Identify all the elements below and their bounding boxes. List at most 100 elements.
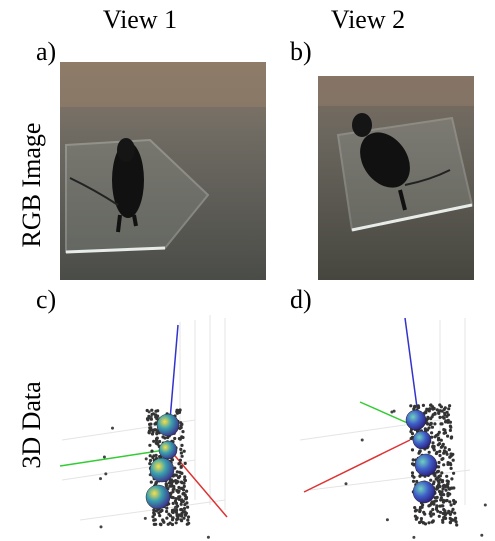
point [186, 519, 189, 522]
point [452, 472, 455, 475]
point [148, 410, 151, 413]
point [450, 503, 453, 506]
point [180, 423, 183, 426]
point [184, 462, 187, 465]
rgb-image [60, 62, 266, 280]
point [452, 499, 455, 502]
point [440, 471, 443, 474]
point [149, 459, 152, 462]
point [433, 435, 436, 438]
point [185, 490, 188, 493]
point [111, 427, 114, 430]
point [440, 458, 443, 461]
point [442, 443, 445, 446]
point [170, 481, 173, 484]
point [449, 425, 452, 428]
point [170, 496, 173, 499]
point [156, 409, 159, 412]
point [435, 488, 438, 491]
point [156, 415, 159, 418]
point [180, 444, 183, 447]
point [187, 515, 190, 518]
point [439, 474, 442, 477]
point [444, 406, 447, 409]
point [152, 454, 155, 457]
point [441, 487, 444, 490]
point [409, 430, 412, 433]
point [424, 411, 427, 414]
point [419, 509, 422, 512]
point [179, 448, 182, 451]
point [184, 493, 187, 496]
point [414, 515, 417, 518]
point [150, 450, 153, 453]
point [412, 458, 415, 461]
point [440, 496, 443, 499]
point [165, 482, 168, 485]
point [177, 497, 180, 500]
point [450, 477, 453, 480]
point [412, 536, 415, 539]
point [446, 479, 449, 482]
point [484, 504, 487, 507]
point [169, 514, 172, 517]
point [441, 504, 444, 507]
point [163, 436, 166, 439]
point [438, 490, 441, 493]
point [150, 481, 153, 484]
point [180, 451, 183, 454]
point [171, 523, 174, 526]
sphere [413, 481, 435, 503]
point [449, 521, 452, 524]
point [420, 517, 423, 520]
point [431, 408, 434, 411]
point [450, 487, 453, 490]
point [148, 426, 151, 429]
point [452, 459, 455, 462]
point [431, 500, 434, 503]
point-cloud-plot [60, 315, 227, 539]
point [152, 440, 155, 443]
point [442, 501, 445, 504]
point [181, 430, 184, 433]
point [149, 423, 152, 426]
point [448, 404, 451, 407]
point [177, 491, 180, 494]
row-title: RGB Image [17, 123, 46, 248]
point [450, 467, 453, 470]
point [419, 506, 422, 509]
point [430, 514, 433, 517]
point [440, 422, 443, 425]
point [430, 431, 433, 434]
point [150, 409, 153, 412]
point [451, 518, 454, 521]
panel-label: b) [290, 37, 312, 66]
point [438, 515, 441, 518]
point [180, 518, 183, 521]
row-title: 3D Data [17, 381, 46, 469]
point [150, 415, 153, 418]
point [155, 481, 158, 484]
point [445, 475, 448, 478]
point [145, 457, 148, 460]
point [449, 452, 452, 455]
sphere [415, 454, 437, 476]
point [99, 477, 102, 480]
point [443, 517, 446, 520]
point [158, 440, 161, 443]
point [435, 452, 438, 455]
point [441, 479, 444, 482]
point [433, 445, 436, 448]
point [429, 423, 432, 426]
point [442, 463, 445, 466]
point [158, 514, 161, 517]
panel-label: c) [36, 285, 56, 314]
point [448, 456, 451, 459]
point [172, 511, 175, 514]
point [449, 429, 452, 432]
point [186, 506, 189, 509]
point [448, 448, 451, 451]
point [437, 480, 440, 483]
point [433, 448, 436, 451]
point [159, 523, 162, 526]
